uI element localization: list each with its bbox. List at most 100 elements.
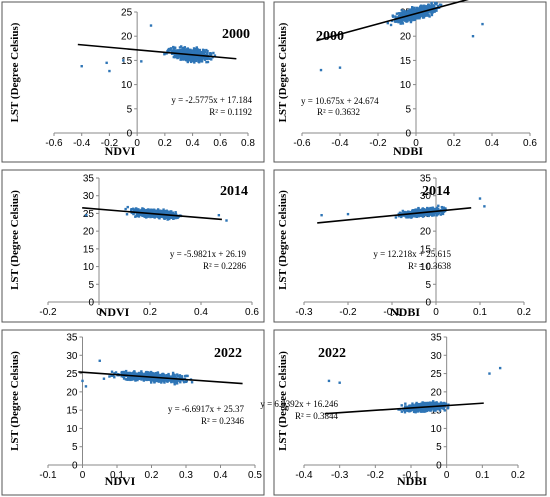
- data-point: [171, 380, 175, 383]
- data-point: [400, 9, 404, 12]
- data-point: [346, 212, 350, 216]
- data-point: [419, 209, 422, 212]
- data-point: [424, 8, 427, 12]
- x-axis-label: NDVI: [105, 144, 136, 158]
- trend-line: [324, 402, 484, 415]
- data-point: [85, 214, 88, 217]
- y-tick-label: 5: [425, 280, 431, 291]
- x-axis-label: NDVI: [99, 305, 130, 319]
- x-tick-label: 0: [96, 307, 102, 318]
- data-point: [415, 215, 418, 218]
- data-point: [405, 211, 409, 214]
- data-point: [430, 13, 434, 17]
- data-point: [217, 214, 221, 217]
- data-point: [124, 369, 128, 373]
- data-point: [393, 20, 397, 23]
- data-point: [155, 373, 158, 376]
- data-point: [145, 210, 149, 213]
- y-tick-label: 30: [420, 191, 432, 202]
- panel-frame: [273, 1, 547, 163]
- data-point: [435, 402, 439, 405]
- data-point: [190, 60, 193, 64]
- trend-equation: y = 12.218x + 25.615: [373, 249, 451, 259]
- data-point: [411, 6, 414, 9]
- data-point: [192, 47, 196, 50]
- data-point: [186, 60, 189, 64]
- data-point: [400, 12, 403, 15]
- data-point: [433, 401, 436, 405]
- data-point: [413, 209, 417, 212]
- data-point: [436, 212, 440, 215]
- data-point: [434, 208, 438, 211]
- data-point: [142, 207, 145, 211]
- data-point: [422, 407, 426, 411]
- data-point: [110, 374, 113, 377]
- data-point: [173, 374, 176, 377]
- data-point: [173, 381, 176, 384]
- data-point: [428, 208, 431, 211]
- data-point: [409, 20, 413, 24]
- data-point: [427, 4, 431, 7]
- data-point: [191, 50, 195, 54]
- data-point: [125, 213, 129, 216]
- data-point: [188, 54, 192, 57]
- data-point: [184, 374, 187, 378]
- y-tick-label: 20: [83, 227, 95, 238]
- data-point: [210, 58, 213, 61]
- data-point: [420, 212, 424, 216]
- data-point: [167, 215, 170, 218]
- data-point: [408, 404, 411, 407]
- data-point: [179, 48, 183, 52]
- data-point: [189, 50, 192, 54]
- y-tick-label: 15: [83, 244, 95, 255]
- data-point: [404, 405, 407, 409]
- data-point: [102, 377, 106, 380]
- data-point: [438, 3, 442, 6]
- data-point: [149, 378, 152, 382]
- data-point: [429, 6, 432, 10]
- x-axis-label: NDBI: [397, 474, 427, 488]
- data-point: [414, 8, 417, 12]
- data-point: [180, 56, 183, 59]
- data-point: [131, 371, 134, 375]
- y-tick-label: 0: [405, 129, 411, 140]
- data-point: [203, 50, 207, 54]
- data-point: [396, 19, 399, 23]
- data-point: [134, 378, 137, 381]
- data-point: [437, 402, 440, 405]
- data-point: [187, 51, 190, 54]
- data-point: [415, 208, 418, 212]
- data-point: [213, 54, 217, 57]
- data-point: [196, 53, 200, 56]
- data-point: [147, 371, 150, 374]
- data-point: [421, 401, 424, 404]
- data-point: [176, 374, 180, 378]
- data-point: [185, 59, 189, 62]
- data-point: [443, 409, 446, 412]
- data-point: [167, 47, 171, 51]
- data-point: [402, 214, 405, 217]
- data-point: [427, 214, 430, 218]
- data-point: [437, 204, 440, 208]
- data-point: [419, 403, 423, 406]
- data-point: [114, 371, 118, 374]
- data-point: [171, 215, 175, 219]
- data-point: [421, 12, 425, 15]
- data-point: [165, 52, 168, 55]
- data-point: [175, 49, 178, 52]
- data-point: [432, 214, 436, 217]
- data-point: [157, 378, 160, 381]
- data-point: [438, 409, 442, 412]
- data-point: [169, 375, 172, 379]
- data-point: [391, 15, 395, 18]
- data-point: [80, 65, 83, 68]
- data-point: [184, 51, 188, 54]
- data-point: [122, 377, 126, 380]
- y-tick-label: 10: [420, 262, 432, 273]
- data-point: [174, 376, 177, 379]
- data-point: [129, 209, 133, 212]
- data-point: [422, 9, 425, 12]
- data-point: [138, 376, 142, 380]
- data-point: [412, 14, 416, 17]
- x-tick-label: 0.6: [523, 138, 537, 149]
